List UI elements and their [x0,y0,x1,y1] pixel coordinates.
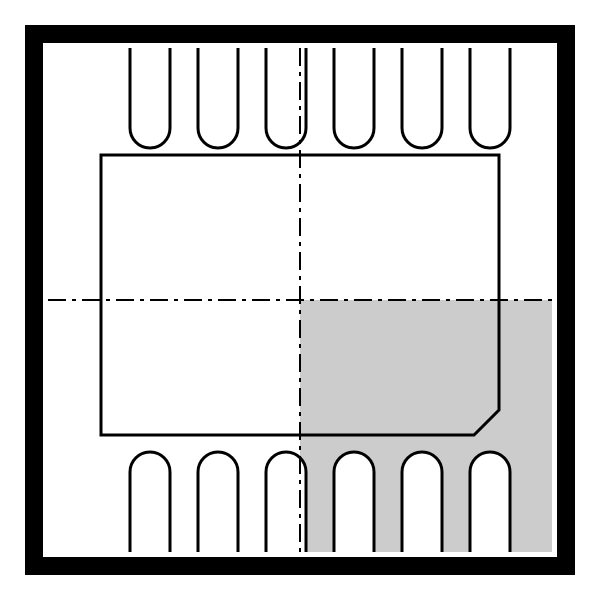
pin-top-fill [198,48,238,148]
pin-top-fill [130,48,170,148]
pin-bottom-fill [130,452,170,552]
pin-bottom-fill [470,452,510,552]
package-outline-diagram [0,0,600,599]
pin-bottom-fill [334,452,374,552]
pin-bottom-fill [198,452,238,552]
pin-top-fill [470,48,510,148]
pin-bottom-fill [402,452,442,552]
pin-top-fill [402,48,442,148]
pin-top-fill [334,48,374,148]
